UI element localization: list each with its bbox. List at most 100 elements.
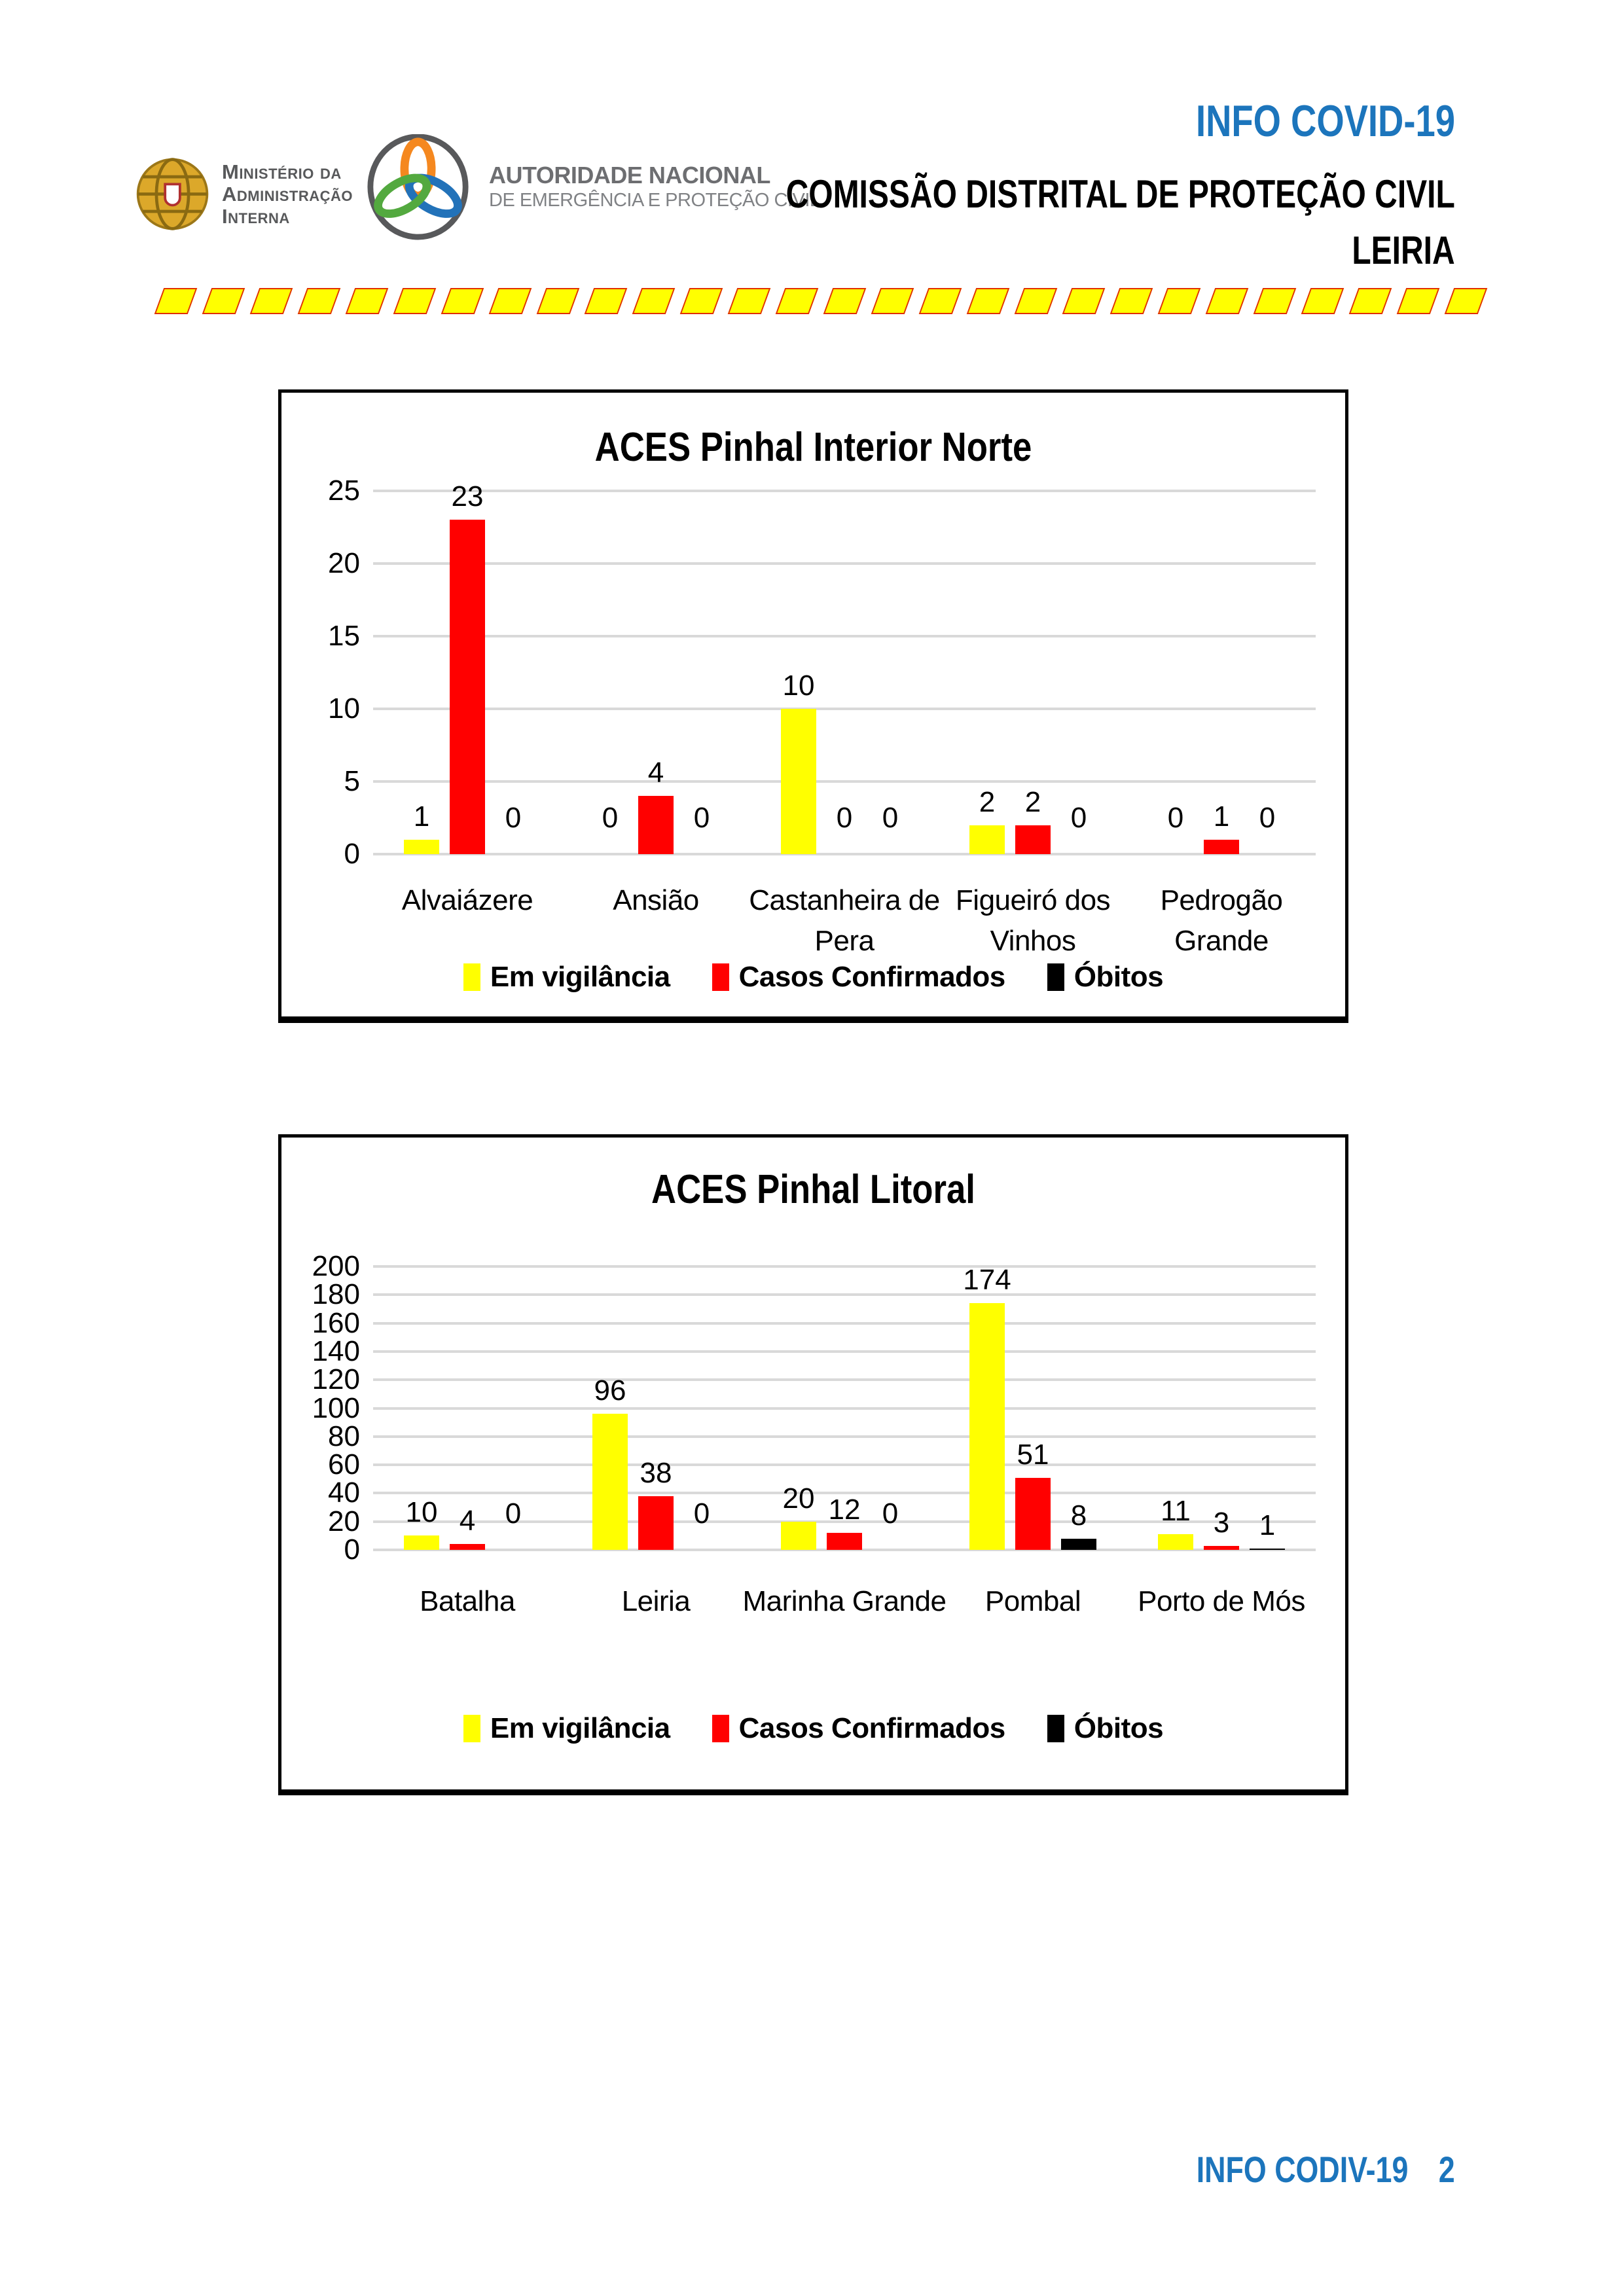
legend-label: Casos Confirmados	[738, 1712, 1006, 1744]
category-label: Pombal	[984, 1585, 1081, 1617]
divider-dash	[393, 288, 437, 314]
bar	[638, 1496, 674, 1550]
anepc-logo-line2: DE EMERGÊNCIA E PROTEÇÃO CIVIL	[489, 190, 820, 211]
divider-dash	[1110, 288, 1153, 314]
divider-dash	[1348, 288, 1392, 314]
gridline	[373, 1321, 1316, 1325]
gridline	[373, 1549, 1316, 1551]
legend: Em vigilância Casos Confirmados Óbitos	[281, 961, 1345, 994]
bar-value-label: 0	[505, 1498, 522, 1530]
bar	[1015, 1478, 1051, 1550]
gridline	[373, 635, 1316, 637]
bar-value-label: 1	[1213, 800, 1230, 833]
y-tick-label: 40	[328, 1477, 360, 1509]
category-label: Leiria	[621, 1585, 691, 1617]
y-tick-label: 25	[328, 475, 360, 507]
legend-label: Em vigilância	[490, 1712, 670, 1744]
divider-dash	[1157, 288, 1201, 314]
info-covid-title: INFO COVID-19	[1196, 96, 1455, 146]
divider-dash	[1301, 288, 1344, 314]
bar-value-label: 0	[1070, 802, 1087, 834]
divider-dash	[154, 288, 198, 314]
divider-dash	[488, 288, 532, 314]
gridline	[373, 1293, 1316, 1297]
bar-value-label: 0	[1259, 802, 1276, 834]
y-tick-label: 140	[312, 1335, 360, 1367]
bar	[450, 520, 485, 854]
bar-value-label: 96	[594, 1374, 626, 1407]
bar	[827, 1533, 862, 1550]
divider-dash	[249, 288, 293, 314]
bar	[404, 1535, 439, 1550]
gridline	[373, 780, 1316, 783]
bar-value-label: 8	[1070, 1499, 1087, 1532]
y-tick-label: 5	[344, 765, 360, 797]
bar	[969, 1303, 1005, 1550]
y-tick-label: 15	[328, 620, 360, 652]
divider-dash	[1014, 288, 1058, 314]
mai-emblem-icon	[136, 158, 209, 230]
bar-value-label: 4	[647, 757, 664, 789]
bar-value-label: 2	[979, 786, 996, 818]
legend: Em vigilância Casos Confirmados Óbitos	[281, 1712, 1345, 1745]
bar-value-label: 51	[1017, 1439, 1049, 1471]
divider-dash	[584, 288, 628, 314]
y-tick-label: 80	[328, 1420, 360, 1452]
bar-value-label: 4	[459, 1505, 476, 1537]
bar-value-label: 174	[963, 1264, 1011, 1296]
divider-dash	[1253, 288, 1297, 314]
bar-value-label: 23	[451, 480, 484, 512]
divider-dash	[441, 288, 484, 314]
gridline	[373, 1265, 1316, 1268]
gridline	[373, 1378, 1316, 1382]
y-tick-label: 0	[344, 1534, 360, 1566]
bar	[592, 1414, 628, 1550]
divider-dash	[1444, 288, 1488, 314]
bar-value-label: 0	[836, 802, 853, 834]
page-footer: INFO CODIV-19 2	[1197, 2148, 1455, 2191]
bar-value-label: 0	[693, 1498, 710, 1530]
legend-label: Óbitos	[1074, 961, 1164, 993]
chart-title: ACES Pinhal Interior Norte	[594, 425, 1032, 470]
bar-value-label: 0	[693, 802, 710, 834]
y-tick-label: 180	[312, 1278, 360, 1311]
bar-value-label: 0	[882, 1498, 899, 1530]
category-label: Pedrogão Grande	[1160, 884, 1283, 957]
bar-value-label: 38	[640, 1457, 672, 1489]
gridline	[373, 708, 1316, 710]
commission-city: LEIRIA	[1352, 228, 1455, 272]
legend-label: Em vigilância	[490, 961, 670, 993]
divider-dashes	[154, 288, 1488, 314]
legend-swatch-icon	[712, 963, 729, 991]
bar-value-label: 1	[413, 800, 430, 833]
divider-dash	[536, 288, 580, 314]
plot-area: 0 5 10 15 20 25 1 23 0 Alvaiázere 0 4 0 Ansião 10 0 0 Cas…	[281, 393, 1345, 1016]
mai-logo-text: Ministério da Administração Interna	[222, 161, 353, 228]
bar-value-label: 2	[1024, 786, 1041, 818]
y-tick-label: 20	[328, 1505, 360, 1537]
bar-value-label: 0	[882, 802, 899, 834]
bar	[1250, 1549, 1285, 1550]
mai-logo-line3: Interna	[222, 205, 290, 228]
bar	[1204, 1546, 1239, 1550]
category-label: Figueiró dos Vinhos	[955, 884, 1111, 957]
bar	[1061, 1539, 1096, 1550]
legend-swatch-icon	[1047, 1715, 1064, 1742]
mai-logo-line2: Administração	[222, 183, 353, 206]
legend-item: Óbitos	[1047, 961, 1164, 994]
chart-title: ACES Pinhal Litoral	[651, 1167, 975, 1212]
bar	[1015, 825, 1051, 854]
divider-dash	[775, 288, 819, 314]
bar-value-label: 10	[405, 1496, 438, 1528]
divider-dash	[918, 288, 962, 314]
legend-label: Casos Confirmados	[738, 961, 1006, 993]
bar-value-label: 10	[782, 670, 815, 702]
legend-label: Óbitos	[1074, 1712, 1164, 1744]
gridline	[373, 1463, 1316, 1467]
gridline	[373, 562, 1316, 565]
bar	[1204, 840, 1239, 854]
legend-item: Casos Confirmados	[712, 961, 1005, 994]
divider-dash	[632, 288, 676, 314]
mai-logo: Ministério da Administração Interna	[134, 156, 353, 233]
divider-dash	[966, 288, 1010, 314]
